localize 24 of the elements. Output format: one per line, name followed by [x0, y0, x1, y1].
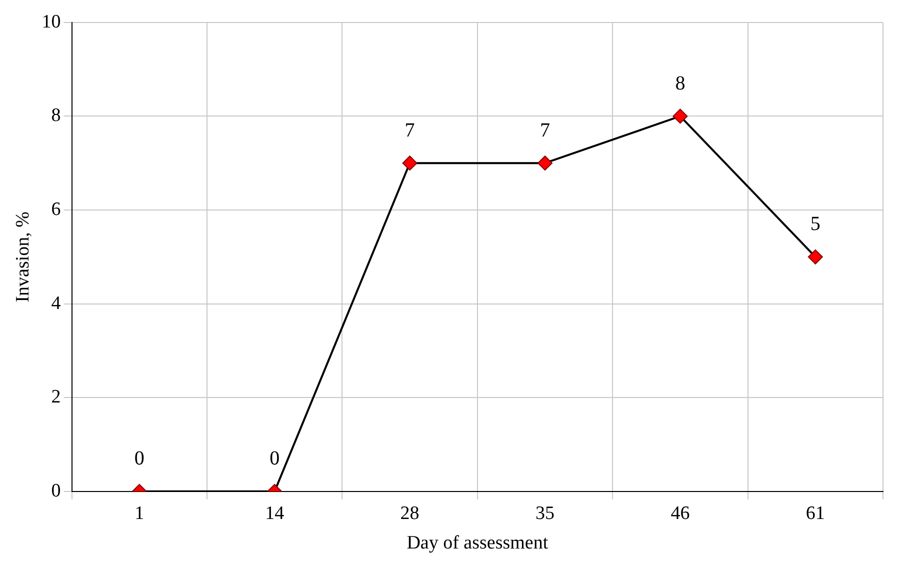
y-tick-label: 0 — [51, 480, 61, 502]
x-tick-label: 1 — [134, 502, 144, 524]
x-tick-label: 14 — [265, 502, 285, 524]
x-axis-title: Day of assessment — [406, 532, 549, 554]
data-label: 0 — [134, 448, 144, 470]
point — [672, 108, 688, 124]
y-tick-label: 8 — [51, 105, 61, 126]
x-tick-label: 28 — [400, 502, 420, 524]
y-tick-label: 10 — [42, 11, 61, 32]
point — [808, 249, 823, 264]
y-tick-label: 6 — [51, 198, 61, 220]
y-axis-title: Invasion, % — [12, 211, 34, 302]
x-tick-label: 35 — [536, 502, 554, 524]
y-tick-label: 2 — [51, 386, 61, 408]
x-tick-label: 46 — [670, 502, 690, 524]
x-tick-label: 61 — [806, 502, 825, 524]
point — [402, 156, 418, 171]
data-label: 0 — [270, 448, 280, 470]
data-label: 8 — [675, 72, 686, 94]
y-tick-label: 4 — [51, 292, 62, 314]
data-label: 7 — [540, 119, 550, 142]
data-label: 7 — [404, 119, 415, 142]
point — [538, 156, 552, 171]
data-label: 5 — [810, 213, 820, 236]
